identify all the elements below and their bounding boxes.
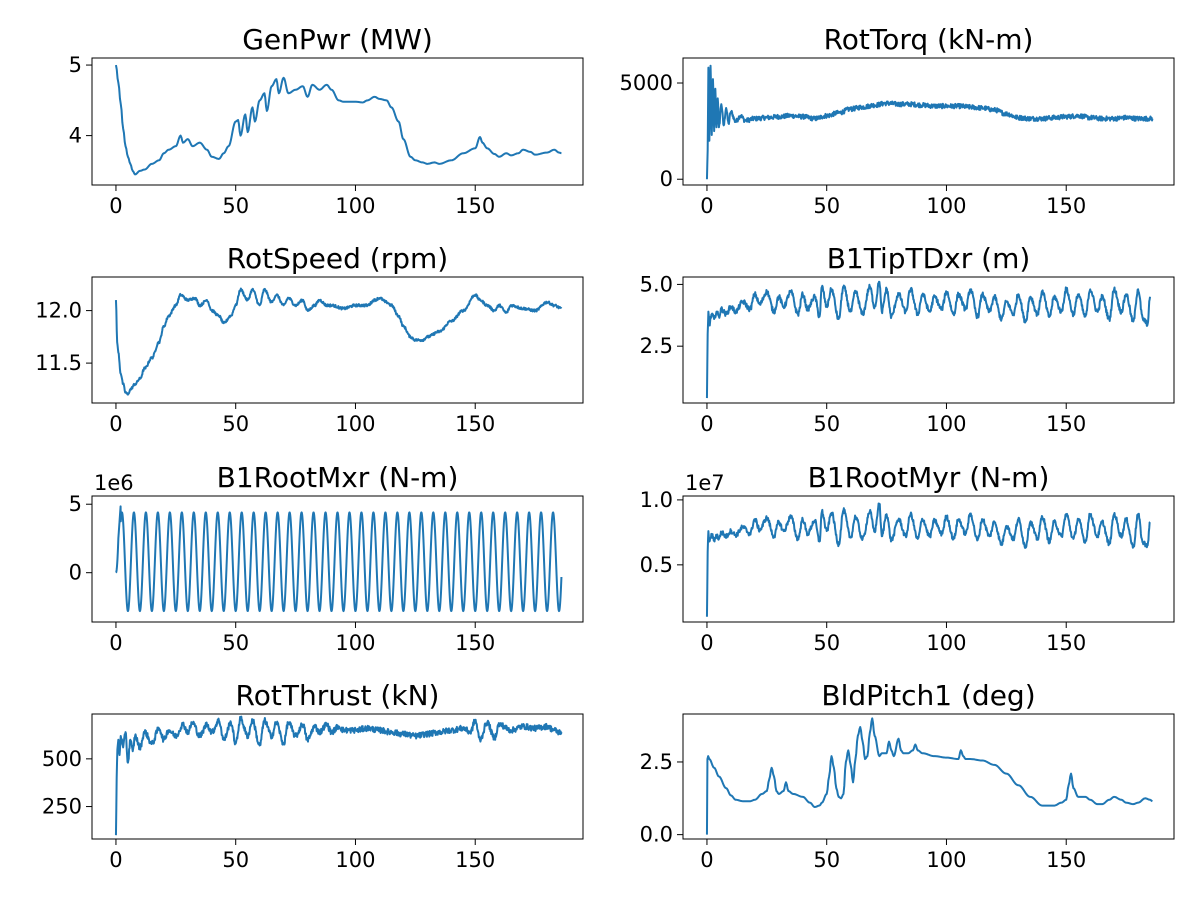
x-tick-label: 0: [700, 412, 713, 436]
chart-title: RotThrust (kN): [236, 679, 440, 712]
series-line-bldpitch1: [705, 717, 1153, 835]
x-tick-label: 50: [813, 631, 840, 655]
y-tick-label: 12.0: [35, 299, 82, 323]
chart-title: RotTorq (kN-m): [824, 23, 1034, 56]
subplot-b1rootmyr: B1RootMyr (N-m) 0 50 100 150 0.5 1.0 1e7: [640, 461, 1175, 655]
chart-title: B1TipTDxr (m): [827, 242, 1031, 275]
subplot-genpwr: GenPwr (MW) 0 50 100 150 4 5: [69, 23, 584, 218]
series-line-genpwr: [114, 64, 562, 176]
y-tick-label: 5: [69, 53, 82, 77]
series-line-b1tiptdxr: [705, 280, 1152, 399]
chart-title: RotSpeed (rpm): [227, 242, 448, 275]
y-tick-label: 2.5: [640, 750, 673, 774]
subplot-b1tiptdxr: B1TipTDxr (m) 0 50 100 150 2.5 5.0: [640, 242, 1175, 436]
x-tick-label: 150: [455, 194, 495, 218]
series-line-rottorq: [705, 64, 1154, 180]
x-tick-label: 50: [813, 412, 840, 436]
x-tick-label: 0: [109, 848, 122, 872]
x-tick-label: 0: [109, 412, 122, 436]
x-tick-label: 150: [1046, 194, 1086, 218]
x-tick-label: 50: [222, 412, 249, 436]
x-tick-label: 50: [813, 194, 840, 218]
subplot-bldpitch1: BldPitch1 (deg) 0 50 100 150 0.0 2.5: [640, 679, 1175, 872]
x-tick-label: 150: [455, 631, 495, 655]
y-tick-label: 0.5: [640, 553, 673, 577]
y-axis-exponent: 1e7: [685, 471, 725, 495]
x-tick-label: 50: [222, 194, 249, 218]
series-line-b1rootmyr: [705, 502, 1151, 617]
chart-title: BldPitch1 (deg): [821, 679, 1035, 712]
x-tick-label: 0: [109, 194, 122, 218]
x-tick-label: 150: [455, 848, 495, 872]
subplot-rottorq: RotTorq (kN-m) 0 50 100 150 0 5000: [620, 23, 1175, 218]
y-tick-label: 0.0: [640, 823, 673, 847]
y-tick-label: 500: [42, 747, 82, 771]
x-tick-label: 100: [335, 848, 375, 872]
subplot-rotspeed: RotSpeed (rpm) 0 50 100 150 11.5 12.0: [35, 242, 584, 436]
y-tick-label: 0: [69, 561, 82, 585]
x-tick-label: 150: [1046, 412, 1086, 436]
x-tick-label: 50: [222, 631, 249, 655]
x-tick-label: 150: [1046, 848, 1086, 872]
y-tick-label: 5: [69, 492, 82, 516]
x-tick-label: 100: [335, 412, 375, 436]
chart-title: GenPwr (MW): [242, 23, 433, 56]
x-tick-label: 0: [700, 631, 713, 655]
y-tick-label: 4: [69, 124, 82, 148]
plot-frame: [91, 713, 584, 840]
plot-frame: [682, 495, 1175, 623]
y-tick-label: 2.5: [640, 334, 673, 358]
y-tick-label: 5.0: [640, 272, 673, 296]
y-tick-label: 250: [42, 795, 82, 819]
x-tick-label: 100: [926, 848, 966, 872]
plot-frame: [91, 495, 584, 623]
series-line-b1rootmxr: [115, 505, 563, 613]
chart-title: B1RootMxr (N-m): [217, 461, 459, 494]
y-tick-label: 1.0: [640, 488, 673, 512]
x-tick-label: 100: [335, 631, 375, 655]
y-axis-exponent: 1e6: [94, 471, 134, 495]
x-tick-label: 0: [700, 848, 713, 872]
plot-frame: [682, 57, 1175, 186]
plot-frame: [682, 276, 1175, 404]
x-tick-label: 150: [455, 412, 495, 436]
subplot-b1rootmxr: B1RootMxr (N-m) 0 50 100 150 0 5 1e6: [69, 461, 584, 655]
x-tick-label: 50: [222, 848, 249, 872]
x-tick-label: 100: [926, 412, 966, 436]
plot-frame: [91, 276, 584, 404]
x-tick-label: 50: [813, 848, 840, 872]
y-tick-label: 5000: [620, 71, 673, 95]
series-line-rotspeed: [114, 287, 563, 396]
x-tick-label: 100: [926, 194, 966, 218]
x-tick-label: 150: [1046, 631, 1086, 655]
x-tick-label: 0: [109, 631, 122, 655]
chart-title: B1RootMyr (N-m): [808, 461, 1050, 494]
plot-frame: [682, 713, 1175, 840]
series-line-rotthrust: [114, 715, 563, 836]
plot-frame: [91, 57, 584, 186]
x-tick-label: 100: [335, 194, 375, 218]
y-tick-label: 11.5: [35, 351, 82, 375]
x-tick-label: 100: [926, 631, 966, 655]
x-tick-label: 0: [700, 194, 713, 218]
subplot-rotthrust: RotThrust (kN) 0 50 100 150 250 500: [42, 679, 584, 872]
y-tick-label: 0: [660, 167, 673, 191]
